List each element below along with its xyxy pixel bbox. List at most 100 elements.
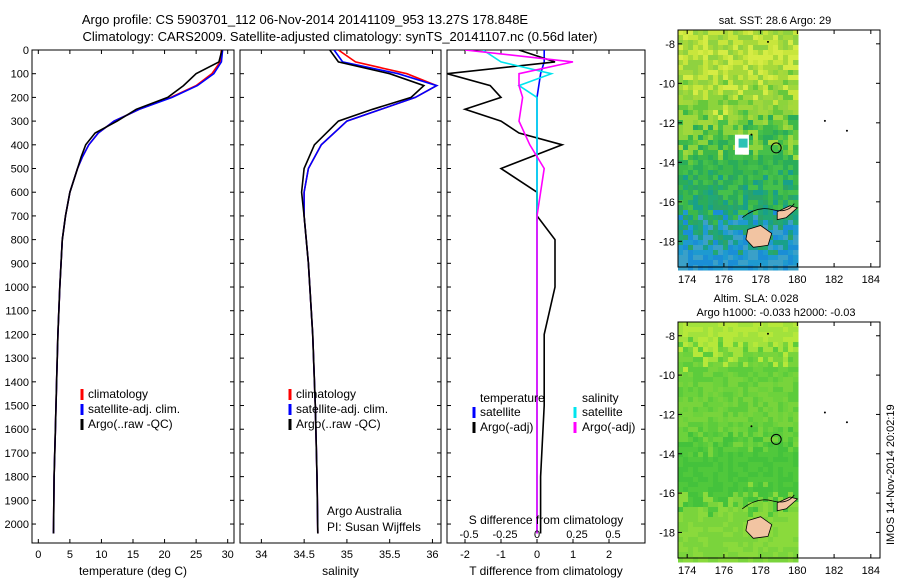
map-cell [763,467,769,473]
map-cell [683,50,689,56]
map-cell [678,467,684,473]
map-cell [698,342,704,348]
map-cell [753,537,759,543]
map-cell [733,552,739,558]
map-cell [683,422,689,428]
map-cell [768,547,774,553]
map-cell [738,377,744,383]
map-cell [783,70,789,76]
map-cell [693,75,699,81]
map-cell [688,367,694,373]
map-cell [793,225,799,231]
map-cell [753,462,759,468]
map-cell [758,35,764,41]
map-cell [743,115,749,121]
map-cell [768,487,774,493]
map-x-tick-label: 184 [862,565,880,577]
map-cell [728,70,734,76]
map-cell [713,260,719,266]
map-cell [683,362,689,368]
map-cell [733,457,739,463]
map-cell [778,255,784,261]
map-cell [748,332,754,338]
map-cell [718,195,724,201]
map-cell [793,367,799,373]
map-cell [678,497,684,503]
map-cell [748,412,754,418]
map-cell [683,30,689,36]
map-cell [753,220,759,226]
map-cell [703,135,709,141]
map-cell [723,422,729,428]
map-cell [678,362,684,368]
map-cell [728,432,734,438]
map-cell [753,357,759,363]
map-cell [793,522,799,528]
map-cell [738,45,744,51]
map-cell [748,75,754,81]
map-cell [718,125,724,131]
map-cell [778,457,784,463]
map-cell [733,497,739,503]
map-cell [758,185,764,191]
map-cell [713,372,719,378]
map-cell [748,447,754,453]
map-cell [688,557,694,563]
map-cell [763,105,769,111]
y-tick-label: 200 [11,92,29,104]
map-cell [703,165,709,171]
map-cell [708,30,714,36]
y-tick-label: 300 [11,116,29,128]
map-cell [778,392,784,398]
map-cell [733,200,739,206]
map-cell [713,195,719,201]
map-cell [773,40,779,46]
map-cell [763,265,769,271]
map-cell [718,160,724,166]
map-cell [778,165,784,171]
map-cell [713,492,719,498]
map-cell [713,467,719,473]
map-cell [708,240,714,246]
map-cell [773,60,779,66]
map-cell [758,362,764,368]
x-tick-label: 0 [534,549,540,561]
map-cell [763,382,769,388]
map-cell [758,175,764,181]
map-cell [778,55,784,61]
map-cell [718,115,724,121]
map-cell [703,517,709,523]
map-cell [793,422,799,428]
map-cell [763,537,769,543]
map-cell [748,65,754,71]
map-cell [698,362,704,368]
map-cell [728,517,734,523]
map-cell [778,65,784,71]
map-cell [753,190,759,196]
map-cell [778,422,784,428]
map-cell [723,250,729,256]
map-cell [738,115,744,121]
map-cell [693,542,699,548]
map-cell [718,517,724,523]
map-cell [788,190,794,196]
map-cell [758,220,764,226]
map-cell [708,75,714,81]
map-cell [788,552,794,558]
map-cell [723,125,729,131]
map-cell [683,100,689,106]
map-cell [733,180,739,186]
map-cell [703,457,709,463]
map-cell [783,120,789,126]
map-cell [763,160,769,166]
map-cell [748,220,754,226]
map-cell [768,205,774,211]
map-cell [693,190,699,196]
map-cell [693,327,699,333]
map-cell [753,205,759,211]
map-cell [758,502,764,508]
map-cell [743,392,749,398]
map-cell [718,165,724,171]
map-cell [763,155,769,161]
map-cell [683,472,689,478]
